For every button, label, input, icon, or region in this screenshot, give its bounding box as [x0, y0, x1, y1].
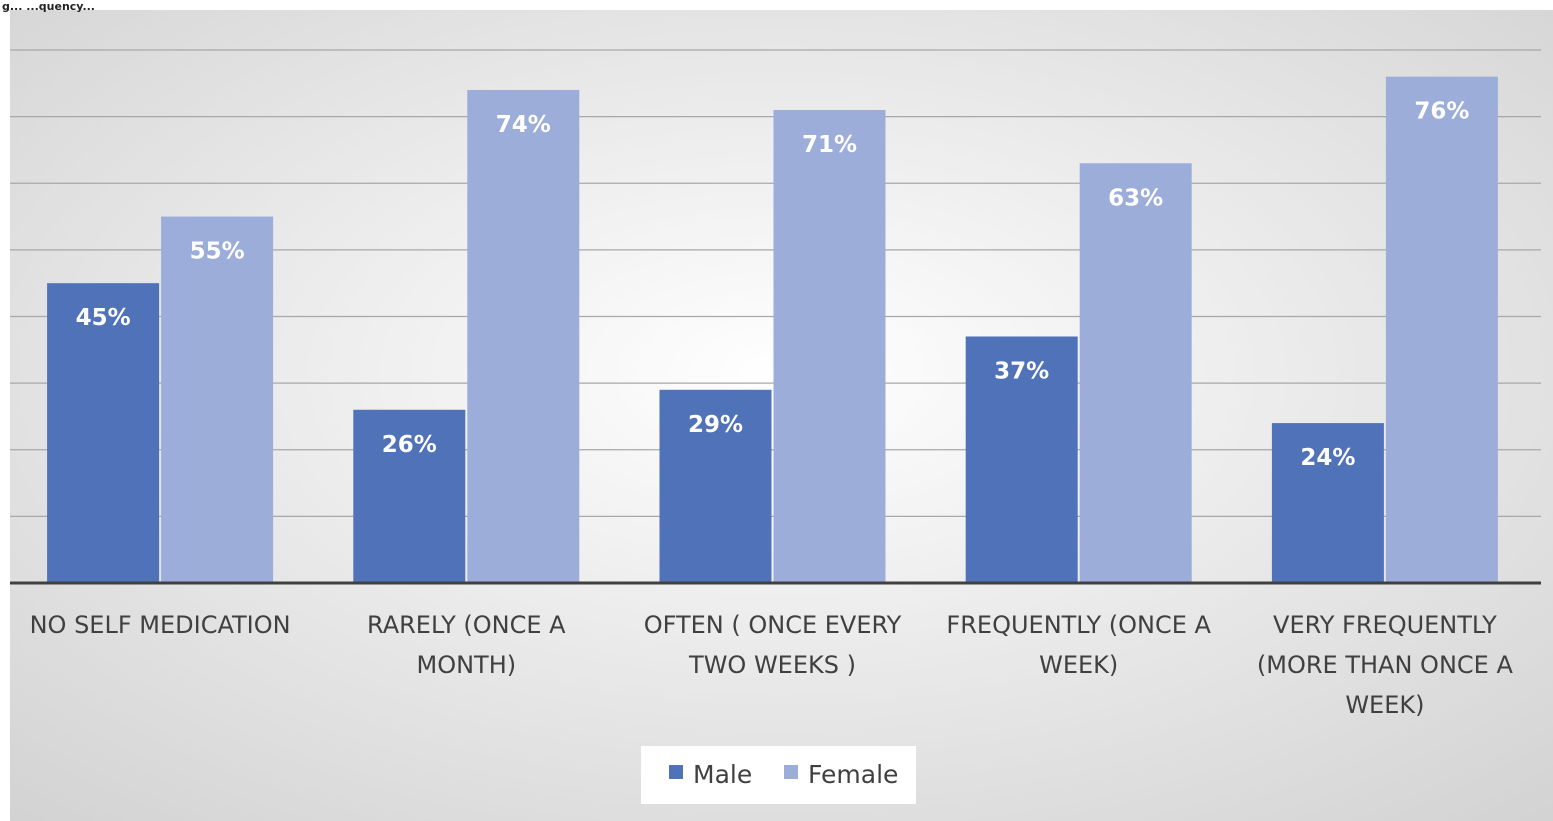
category-label-line: VERY FREQUENTLY: [1273, 611, 1497, 639]
data-label-male-2: 29%: [688, 412, 743, 438]
legend: Male Female: [641, 746, 916, 804]
bar-female-0: [161, 216, 274, 583]
header-fragment: g... ...quency...: [2, 0, 95, 13]
legend-label-male: Male: [693, 760, 752, 789]
bar-female-1: [467, 89, 580, 583]
category-label-line: FREQUENTLY (ONCE A: [946, 611, 1211, 639]
data-label-female-2: 71%: [802, 132, 857, 158]
category-label-line: (MORE THAN ONCE A: [1257, 651, 1514, 679]
legend-background: [641, 746, 916, 804]
data-labels-group: 45% 55% 26% 74% 29% 71% 37% 63% 24% 76%: [76, 99, 1470, 471]
category-label-0: NO SELF MEDICATION: [30, 611, 291, 639]
bar-female-4: [1385, 76, 1498, 584]
category-label-2: OFTEN ( ONCE EVERY TWO WEEKS ): [644, 611, 902, 679]
data-label-male-1: 26%: [382, 432, 437, 458]
category-label-line: MONTH): [416, 651, 516, 679]
category-labels-group: NO SELF MEDICATION RARELY (ONCE A MONTH) OF…: [30, 611, 1514, 719]
data-label-male-0: 45%: [76, 305, 131, 331]
data-label-female-3: 63%: [1108, 185, 1163, 211]
bar-male-2: [659, 389, 772, 583]
bars-group: [47, 76, 1498, 584]
category-label-3: FREQUENTLY (ONCE A WEEK): [946, 611, 1211, 679]
data-label-male-4: 24%: [1300, 445, 1355, 471]
bar-male-3: [965, 336, 1078, 583]
data-label-female-0: 55%: [190, 239, 245, 265]
legend-swatch-male: [669, 765, 683, 779]
category-label-1: RARELY (ONCE A MONTH): [367, 611, 566, 679]
bar-male-1: [353, 409, 466, 583]
category-label-line: RARELY (ONCE A: [367, 611, 566, 639]
bar-male-0: [47, 283, 160, 583]
legend-swatch-female: [784, 765, 798, 779]
bar-female-2: [773, 109, 886, 584]
bar-male-4: [1271, 423, 1384, 583]
data-label-male-3: 37%: [994, 358, 1049, 384]
category-label-line: WEEK): [1345, 691, 1424, 719]
category-label-line: NO SELF MEDICATION: [30, 611, 291, 639]
bar-female-3: [1079, 163, 1192, 583]
category-label-line: TWO WEEKS ): [688, 651, 856, 679]
data-label-female-4: 76%: [1414, 99, 1469, 125]
category-label-line: WEEK): [1039, 651, 1118, 679]
category-label-line: OFTEN ( ONCE EVERY: [644, 611, 902, 639]
category-label-4: VERY FREQUENTLY (MORE THAN ONCE A WEEK): [1257, 611, 1514, 719]
data-label-female-1: 74%: [496, 112, 551, 138]
legend-label-female: Female: [808, 760, 898, 789]
